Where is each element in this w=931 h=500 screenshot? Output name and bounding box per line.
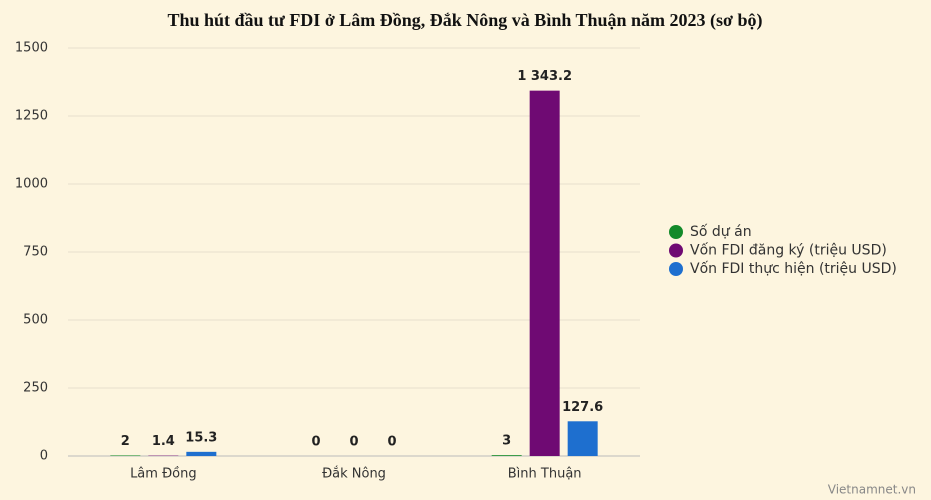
source: Vietnamnet.vn [828, 483, 916, 497]
value-label: 0 [311, 435, 320, 450]
bar [110, 455, 141, 456]
value-label: 127.6 [562, 400, 603, 415]
value-label: 15.3 [185, 430, 217, 445]
legend-marker [669, 262, 683, 276]
value-label: 2 [121, 434, 130, 449]
x-tick-label: Bình Thuận [508, 467, 582, 482]
value-label: 1 343.2 [517, 69, 572, 84]
y-tick-label: 750 [23, 245, 48, 260]
y-tick-label: 500 [23, 313, 48, 328]
legend-label: Vốn FDI đăng ký (triệu USD) [690, 242, 887, 259]
y-tick-label: 0 [40, 449, 48, 464]
y-tick-label: 1250 [15, 109, 48, 124]
legend-marker [669, 243, 683, 258]
chart-title: Thu hút đầu tư FDI ở Lâm Đồng, Đắk Nông … [167, 10, 762, 31]
value-label: 0 [349, 435, 358, 450]
bar [529, 90, 560, 456]
x-tick-label: Đắk Nông [322, 467, 386, 482]
legend-label: Số dự án [690, 223, 752, 240]
legend-label: Vốn FDI thực hiện (triệu USD) [690, 260, 897, 277]
legend-marker [669, 225, 683, 239]
value-label: 3 [502, 434, 511, 449]
y-tick-label: 250 [23, 381, 48, 396]
x-tick-label: Lâm Đồng [130, 467, 197, 482]
y-tick-label: 1000 [15, 177, 48, 192]
bar [186, 451, 217, 456]
y-tick-label: 1500 [15, 41, 48, 56]
value-label: 0 [387, 435, 396, 450]
value-label: 1.4 [152, 434, 175, 449]
bar [567, 421, 598, 456]
bar [491, 455, 522, 456]
